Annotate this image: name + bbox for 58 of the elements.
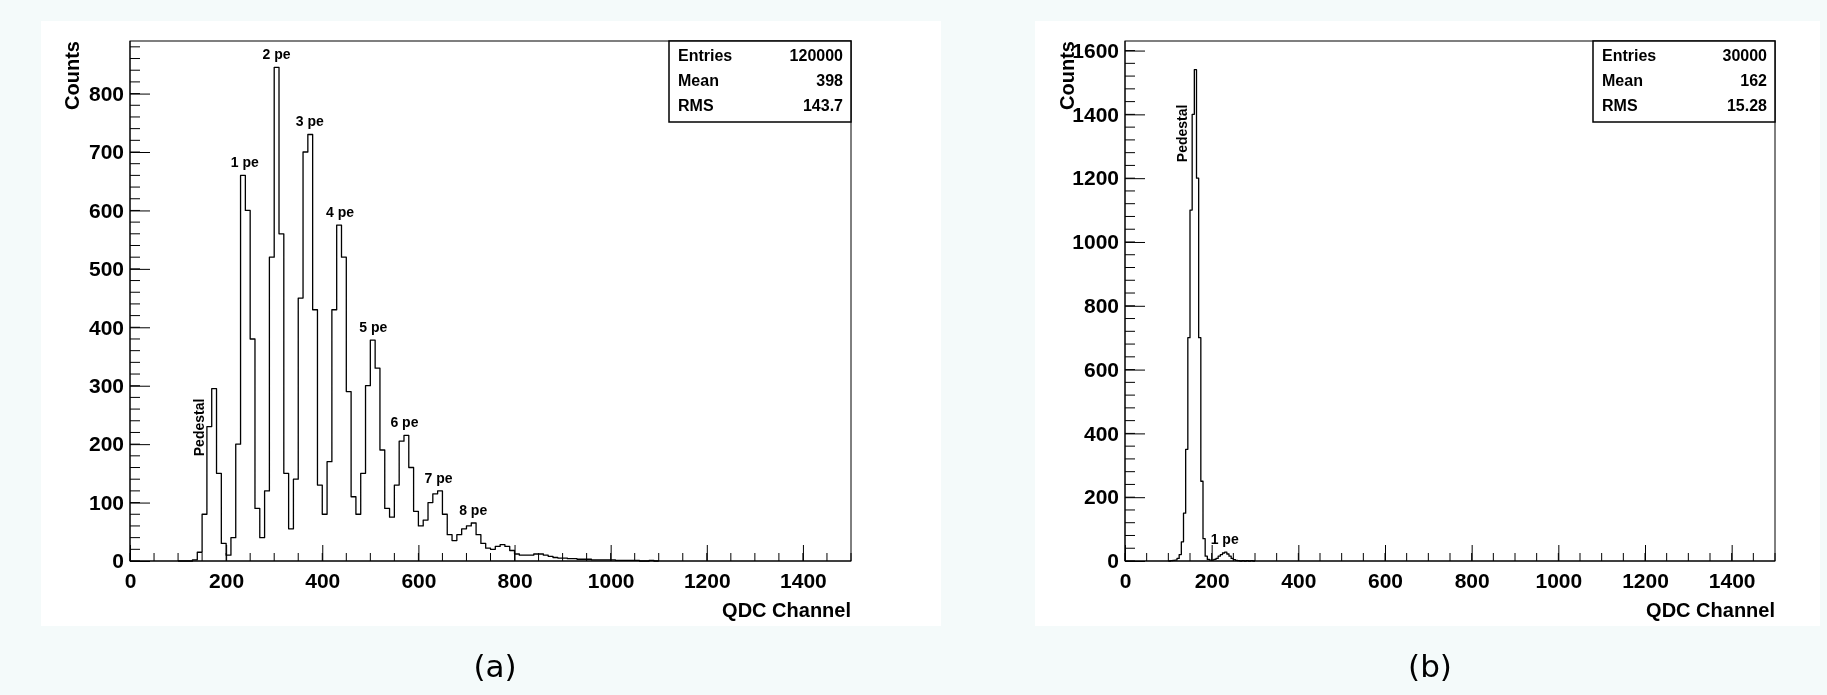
x-tick-label: 1400 [1708, 568, 1756, 592]
annotation: 162 [1740, 72, 1768, 89]
annotation: 6 pe [390, 414, 419, 431]
annotation: Entries [1602, 47, 1657, 64]
y-tick-label: 600 [1083, 357, 1119, 381]
annotation: 1 pe [1210, 531, 1239, 548]
annotation: 120000 [789, 47, 844, 64]
y-axis-title: Counts [61, 41, 83, 110]
y-tick-label: 800 [88, 81, 124, 105]
y-tick-label: 1000 [1072, 230, 1119, 254]
y-tick-label: 600 [88, 198, 124, 222]
text: (a) [473, 648, 517, 684]
x-tick-label: 1000 [587, 568, 635, 592]
annotation: Pedestal [191, 398, 208, 457]
y-tick-label: 300 [88, 373, 124, 397]
annotation: Mean [1602, 72, 1643, 89]
annotation: Entries [678, 47, 733, 64]
y-tick-label: 100 [88, 490, 124, 514]
annotation: 30000 [1722, 47, 1768, 64]
annotation: 1 pe [230, 154, 260, 171]
annotation: 143.7 [802, 97, 844, 114]
annotation: 4 pe [326, 204, 355, 221]
x-tick-label: 200 [209, 568, 245, 592]
x-tick-label: 800 [497, 568, 533, 592]
x-axis-title: QDC Channel [722, 599, 851, 621]
annotation: Mean [678, 72, 719, 89]
annotation: 398 [816, 72, 844, 89]
x-tick-label: 400 [1281, 568, 1317, 592]
x-tick-label: 400 [305, 568, 341, 592]
x-tick-label: 1400 [780, 568, 827, 592]
annotation: 15.28 [1726, 97, 1768, 114]
annotation: 8 pe [459, 502, 488, 519]
y-tick-label: 0 [1107, 549, 1119, 573]
x-tick-label: 200 [1194, 568, 1230, 592]
x-tick-label: 600 [1367, 568, 1404, 592]
y-tick-label: 200 [1083, 485, 1119, 509]
annotation: RMS [678, 97, 714, 114]
y-tick-label: 400 [1083, 421, 1119, 445]
annotation: RMS [1602, 97, 1638, 114]
x-tick-label: 1200 [683, 568, 731, 592]
x-axis-title: QDC Channel [1646, 599, 1775, 621]
y-tick-label: 700 [88, 140, 124, 164]
x-tick-label: 800 [1454, 568, 1490, 592]
x-tick-label: 600 [401, 568, 437, 592]
y-tick-label: 500 [88, 257, 124, 281]
y-tick-label: 0 [112, 549, 124, 573]
annotation: 7 pe [424, 469, 453, 486]
y-tick-label: 400 [88, 315, 124, 339]
y-tick-label: 200 [88, 432, 124, 456]
x-tick-label: 1000 [1535, 568, 1583, 592]
annotation: 5 pe [359, 319, 388, 336]
y-tick-label: 800 [1083, 294, 1119, 318]
x-tick-label: 1200 [1622, 568, 1669, 592]
annotation: 2 pe [262, 46, 291, 63]
annotation: Pedestal [1173, 104, 1190, 163]
text: (b) [1408, 648, 1452, 684]
annotation: 3 pe [295, 113, 324, 130]
y-tick-label: 1200 [1072, 166, 1119, 190]
